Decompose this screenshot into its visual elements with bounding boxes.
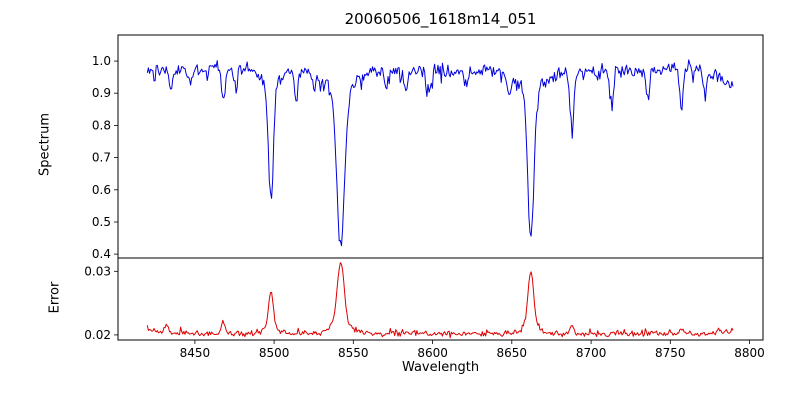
error-y-tick-label: 0.02 (84, 328, 111, 342)
spectrum-line (146, 59, 734, 247)
spectrum-y-tick-label: 0.9 (92, 86, 111, 100)
spectrum-y-tick-label: 0.8 (92, 118, 111, 132)
x-tick-label: 8550 (338, 346, 369, 360)
chart-title: 20060506_1618m14_051 (344, 10, 537, 28)
x-tick-label: 8800 (734, 346, 765, 360)
x-tick-label: 8450 (180, 346, 211, 360)
spectrum-y-tick-label: 1.0 (92, 54, 111, 68)
error-panel-border (117, 257, 764, 341)
x-axis-label: Wavelength (401, 360, 480, 375)
spectrum-y-tick-label: 0.7 (92, 151, 111, 165)
error-line (146, 262, 734, 339)
spectrum-y-tick-label: 0.5 (92, 215, 111, 229)
x-tick-label: 8650 (497, 346, 528, 360)
spectrum-y-tick-label: 0.4 (92, 247, 111, 261)
error-y-tick-label: 0.03 (84, 264, 111, 278)
x-tick-label: 8750 (655, 346, 686, 360)
spectrum-y-tick-label: 0.6 (92, 183, 111, 197)
x-tick-label: 8500 (259, 346, 290, 360)
x-tick-label: 8600 (417, 346, 448, 360)
x-tick-label: 8700 (576, 346, 607, 360)
